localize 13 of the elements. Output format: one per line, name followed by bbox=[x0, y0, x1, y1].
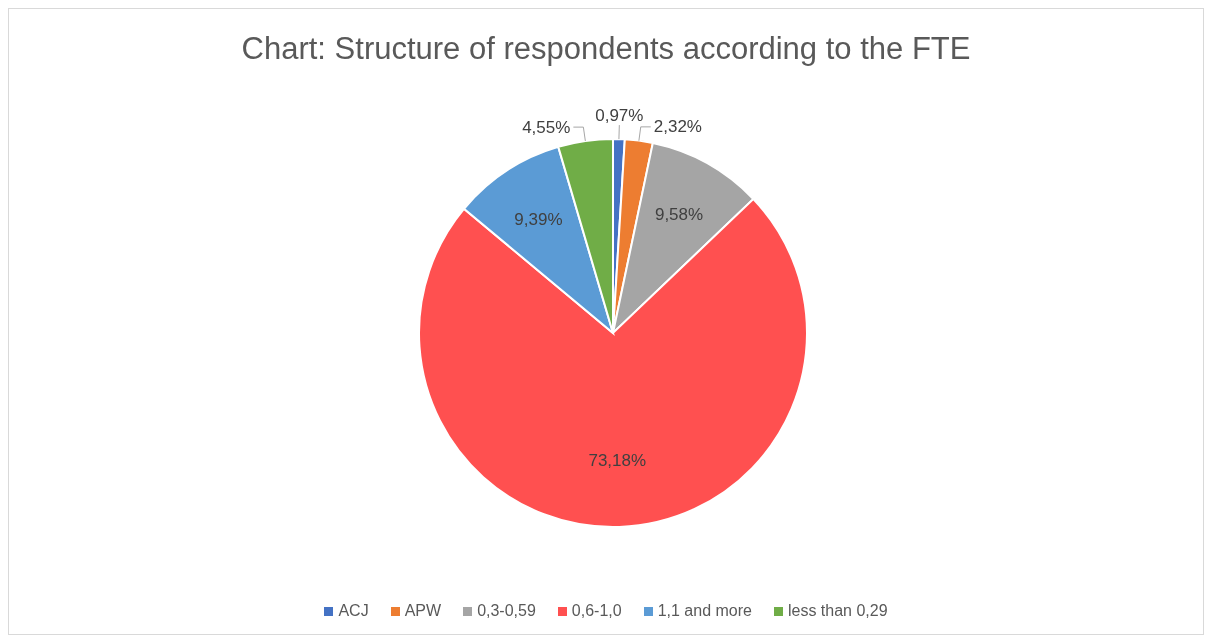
data-label: 9,39% bbox=[514, 209, 563, 229]
legend-label: 0,3-0,59 bbox=[476, 602, 536, 620]
legend-label: ACJ bbox=[337, 602, 369, 620]
data-label: 0,97% bbox=[595, 105, 644, 125]
chart-title: Chart: Structure of respondents according to the FTE bbox=[240, 31, 972, 67]
legend-label: 0,6-1,0 bbox=[570, 602, 622, 620]
data-label: 73,18% bbox=[588, 451, 647, 471]
legend-label: 1,1 and more bbox=[656, 602, 752, 620]
data-label: 9,58% bbox=[654, 204, 704, 224]
data-label: 4,55% bbox=[522, 117, 571, 137]
legend-label: less than 0,29 bbox=[786, 602, 888, 620]
data-label: 2,32% bbox=[653, 117, 702, 137]
legend-label: APW bbox=[403, 602, 442, 620]
